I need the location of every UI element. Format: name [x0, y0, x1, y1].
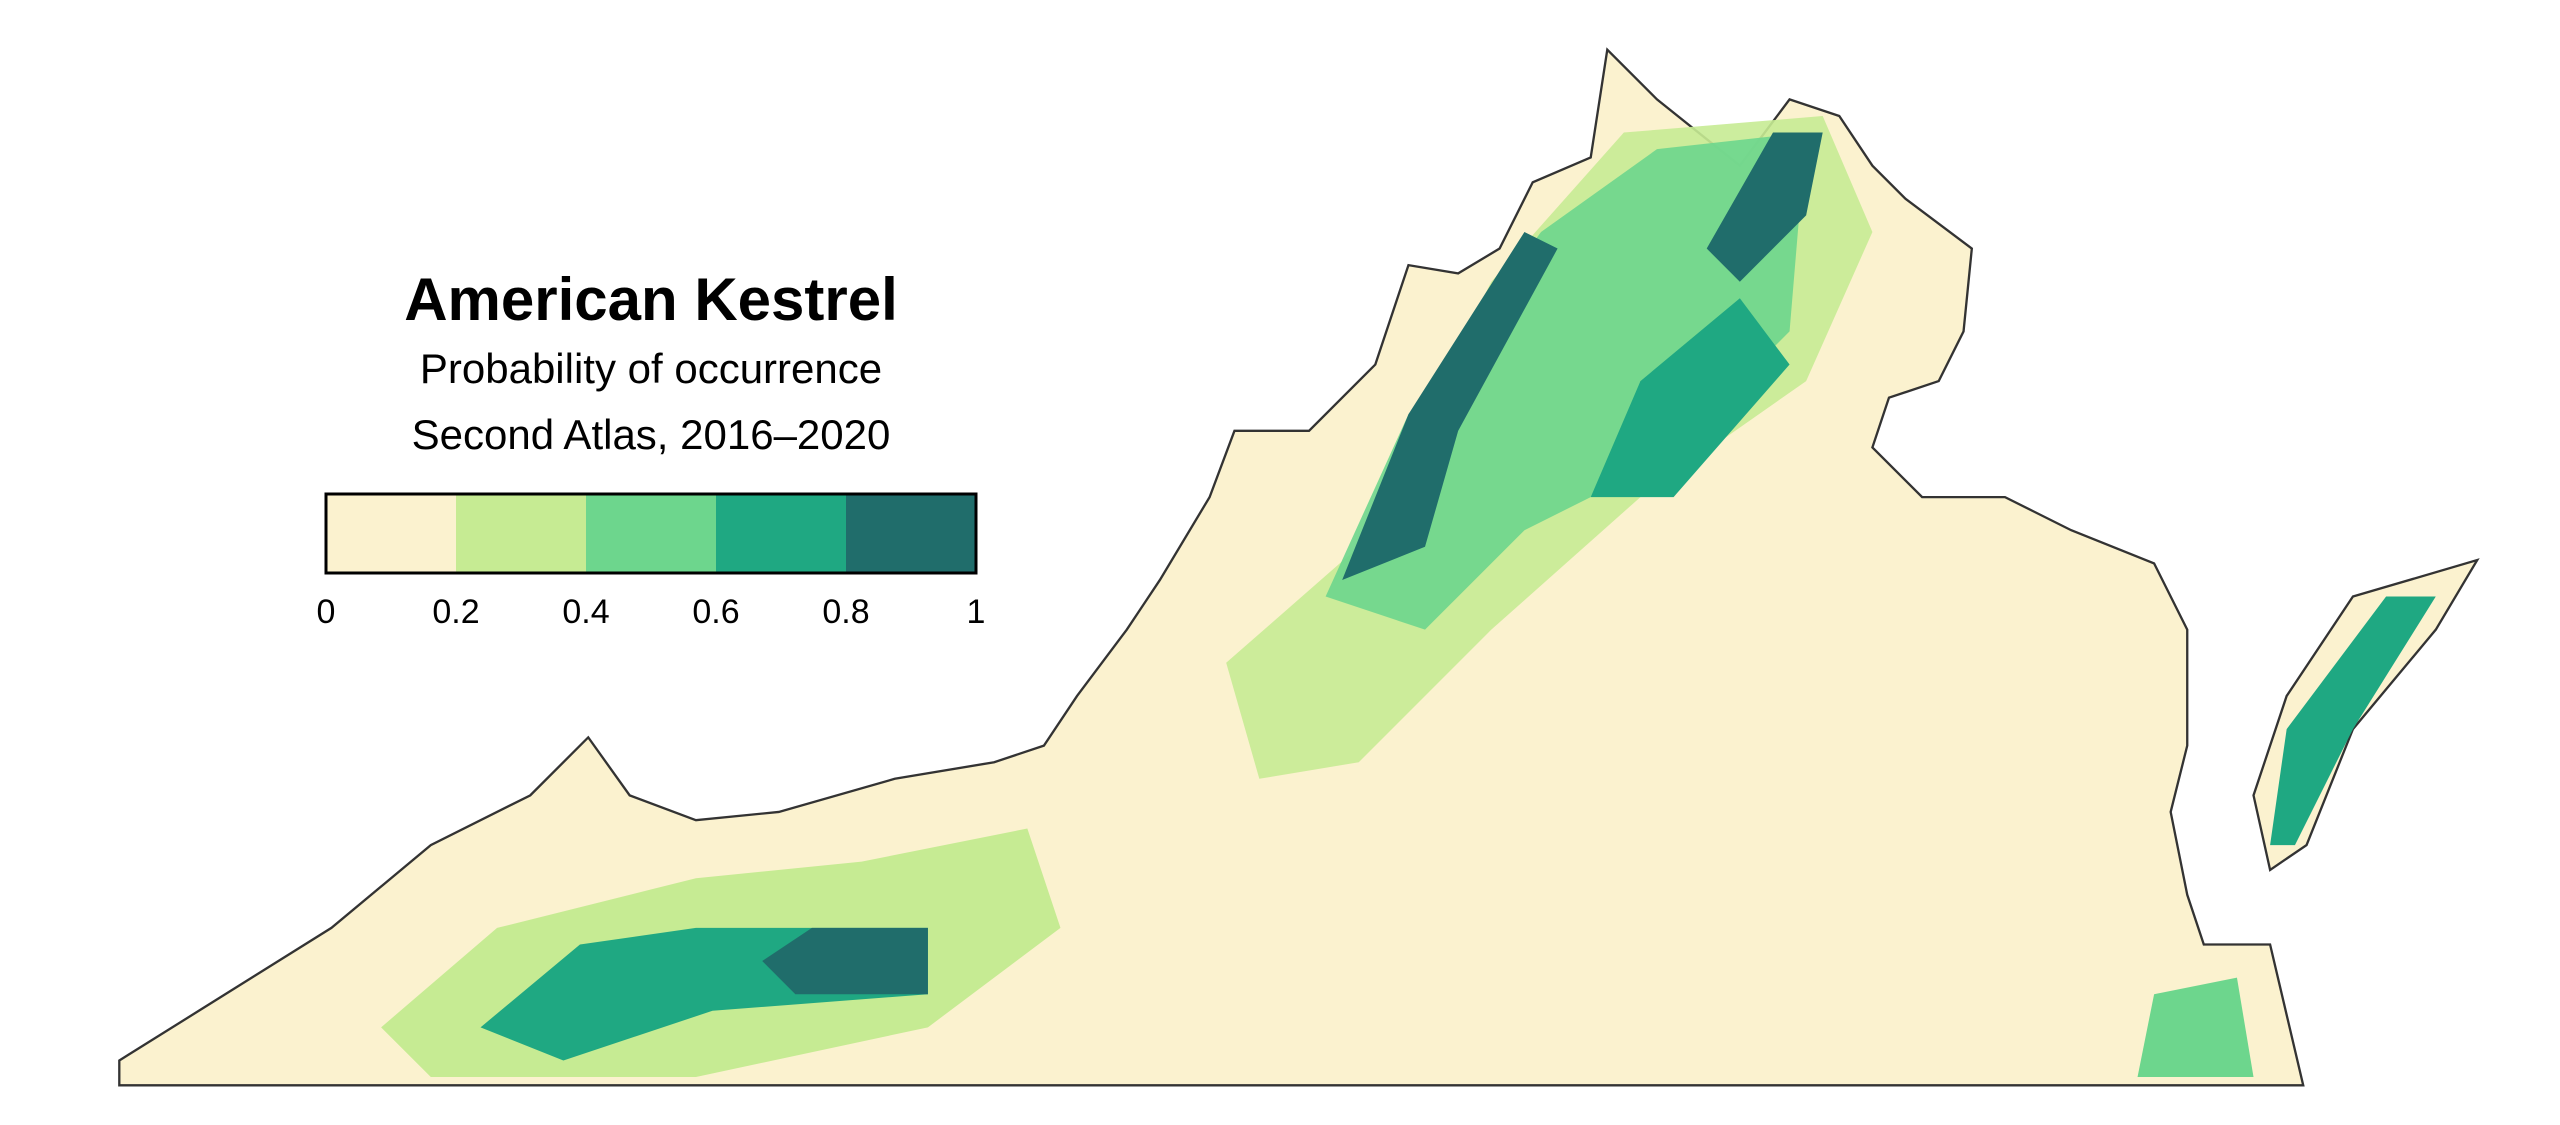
legend-swatch	[326, 494, 456, 573]
legend-tick-label: 0.6	[692, 593, 739, 631]
legend-tick-label: 0.4	[562, 593, 609, 631]
map-subtitle: Probability of occurrence	[420, 345, 882, 392]
state-map	[118, 47, 2480, 1087]
legend-swatch	[586, 494, 716, 573]
legend-frame	[324, 492, 978, 575]
map-subtitle: Second Atlas, 2016–2020	[412, 411, 891, 458]
legend: 0 0.2 0.4 0.6 0.8 1	[317, 492, 986, 631]
legend-tick-label: 1	[967, 593, 986, 631]
map-title: American Kestrel	[404, 266, 898, 333]
legend-swatch	[716, 494, 846, 573]
patch	[1590, 298, 1790, 498]
legend-swatch	[456, 494, 586, 573]
patch	[1325, 132, 1807, 630]
legend-tick-label: 0.2	[432, 593, 479, 631]
legend-swatch	[846, 494, 976, 573]
legend-tick-label: 0.8	[822, 593, 869, 631]
patch	[2270, 596, 2436, 846]
patch	[1706, 132, 1823, 282]
legend-tick-label: 0	[317, 593, 336, 631]
patch	[762, 927, 928, 995]
patch	[1342, 231, 1558, 580]
patch	[2137, 977, 2254, 1078]
